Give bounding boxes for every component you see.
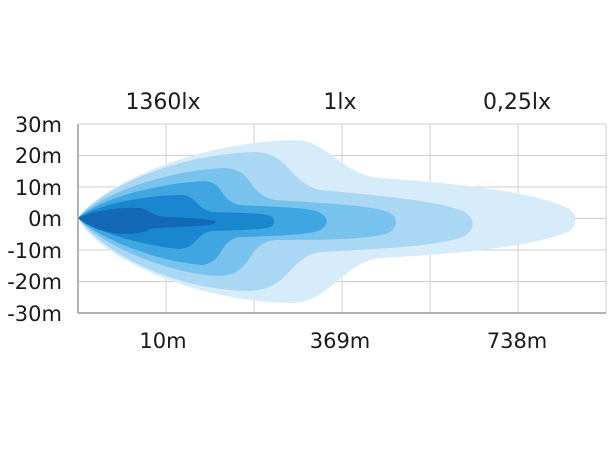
lux-labels: 1360lx 1lx 0,25lx — [125, 90, 551, 115]
lux-label-1: 1lx — [323, 90, 356, 115]
axes — [77, 124, 606, 314]
y-tick-label: 0m — [28, 207, 62, 231]
x-tick-label: 738m — [487, 329, 548, 353]
lux-label-025: 0,25lx — [483, 90, 551, 115]
lux-label-1360: 1360lx — [125, 90, 200, 115]
y-tick-label: -10m — [7, 239, 62, 263]
x-tick-labels: 10m 369m 738m — [139, 329, 547, 353]
x-tick-label: 369m — [310, 329, 371, 353]
y-tick-label: 10m — [15, 176, 62, 200]
y-tick-label: -20m — [7, 270, 62, 294]
y-tick-label: 20m — [15, 144, 62, 168]
y-tick-label: -30m — [7, 302, 62, 326]
beam-contours — [78, 140, 576, 303]
y-tick-label: 30m — [15, 113, 62, 137]
y-tick-labels: 30m 20m 10m 0m -10m -20m -30m — [7, 113, 62, 326]
contour-level-6 — [78, 207, 216, 234]
x-tick-label: 10m — [139, 329, 186, 353]
